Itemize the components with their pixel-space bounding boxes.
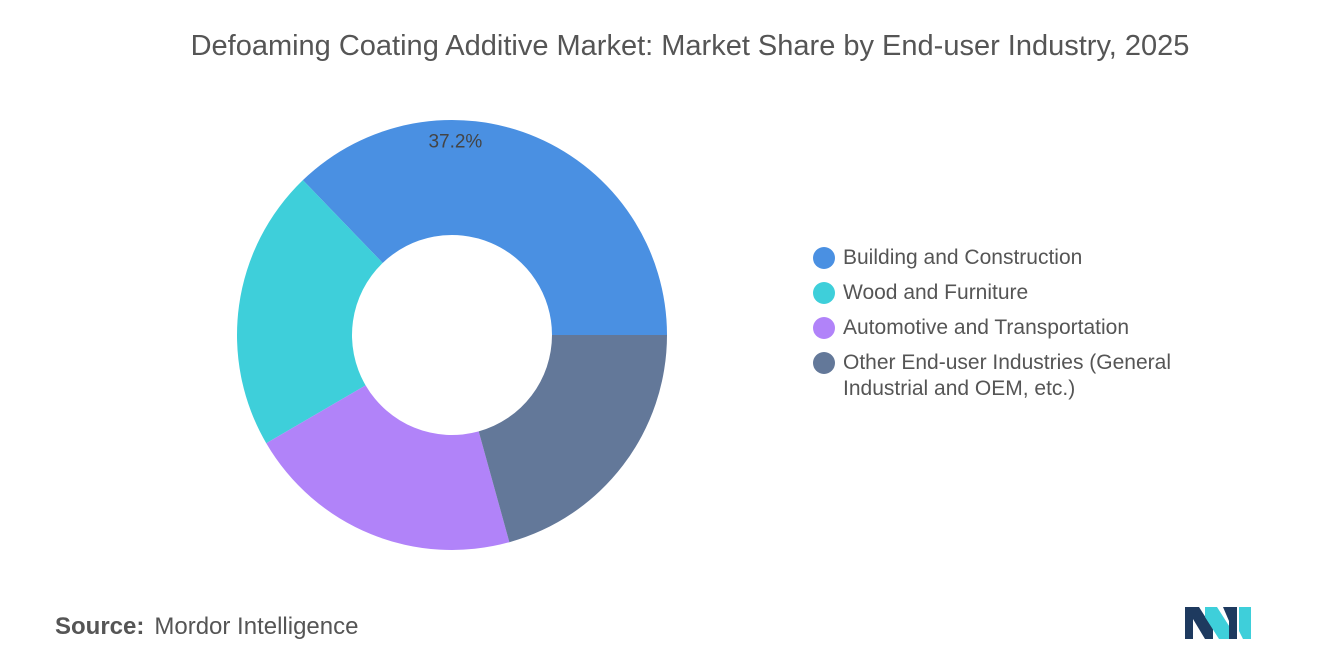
- source: Source: Mordor Intelligence: [55, 613, 358, 641]
- data-label-0: 37.2%: [428, 132, 482, 153]
- legend-label: Automotive and Transportation: [843, 316, 1130, 339]
- source-label: Source:: [55, 613, 145, 640]
- legend-swatch: [813, 317, 835, 339]
- legend-item: Automotive and Transportation: [813, 315, 1203, 341]
- legend: Building and Construction Wood and Furnit…: [813, 245, 1203, 411]
- legend-item: Wood and Furniture: [813, 280, 1203, 306]
- legend-swatch: [813, 352, 835, 374]
- slice-3: [478, 335, 667, 543]
- chart-title: Defoaming Coating Additive Market: Marke…: [190, 30, 1190, 62]
- legend-item: Other End-user Industries (General Indus…: [813, 350, 1203, 402]
- slice-0: [302, 119, 667, 335]
- legend-swatch: [813, 282, 835, 304]
- legend-label: Building and Construction: [843, 246, 1083, 269]
- legend-item: Building and Construction: [813, 245, 1203, 271]
- legend-label: Wood and Furniture: [843, 281, 1029, 304]
- slice-1: [236, 180, 383, 444]
- slice-2: [266, 385, 510, 550]
- mordor-logo: [1185, 607, 1251, 639]
- legend-swatch: [813, 247, 835, 269]
- legend-label: Other End-user Industries (General Indus…: [843, 351, 1171, 400]
- source-value: Mordor Intelligence: [154, 613, 359, 640]
